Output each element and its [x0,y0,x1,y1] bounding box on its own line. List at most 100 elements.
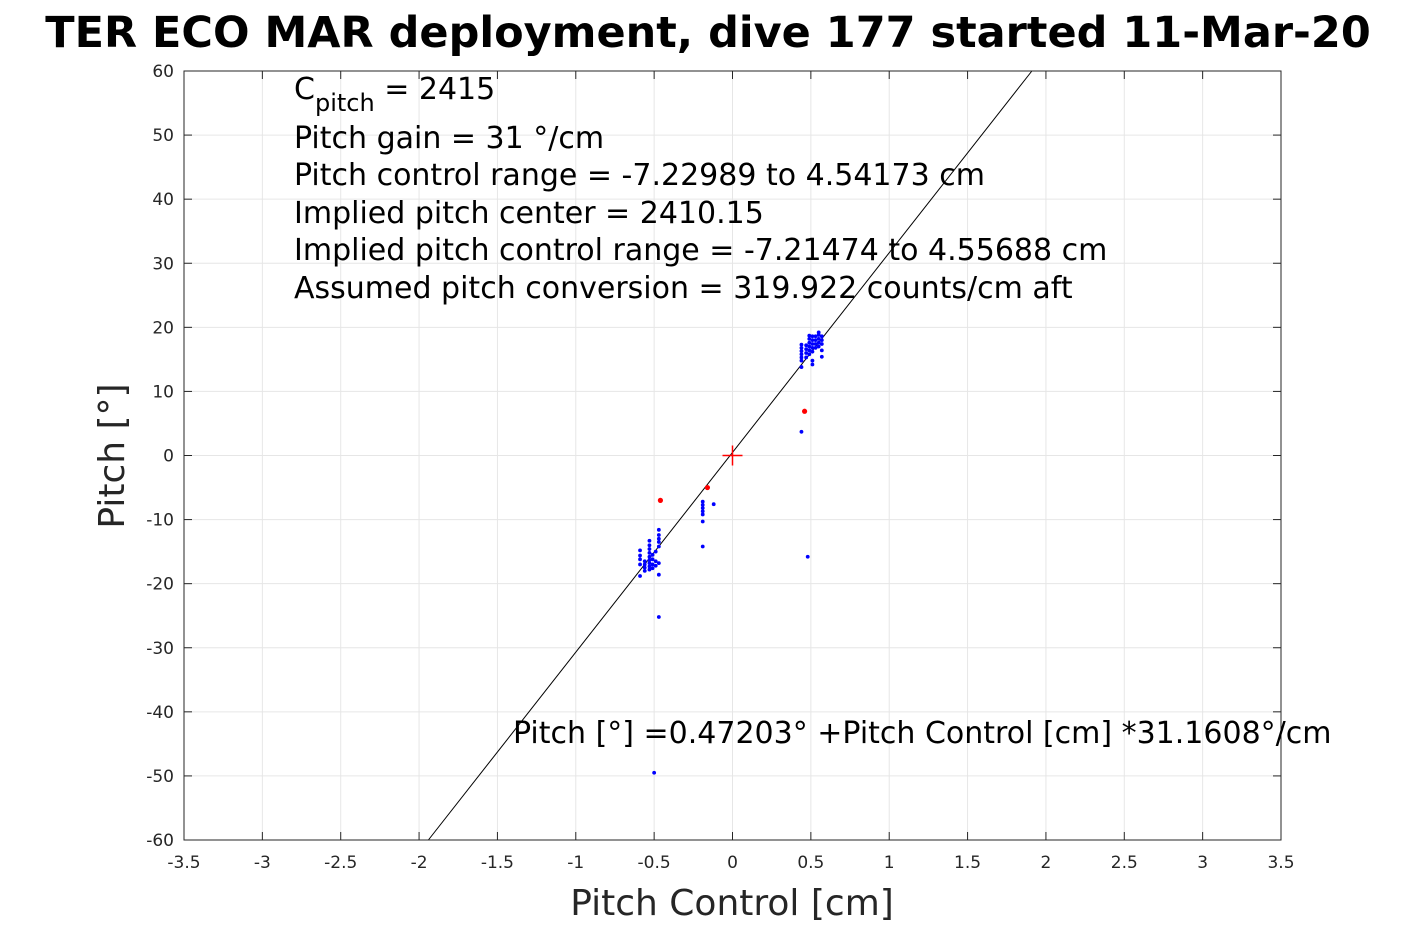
blue-data-point [819,354,824,359]
blue-data-point [653,559,658,564]
blue-data-point [656,572,661,577]
blue-data-point [810,338,815,343]
blue-data-point [813,345,818,350]
blue-data-point [807,336,812,341]
y-tick-label: 40 [152,190,174,210]
implied-pitch-center-annotation: Implied pitch center = 2410.15 [294,196,764,231]
blue-data-point [813,334,818,339]
blue-data-point [656,540,661,544]
center-marker-group [722,445,743,466]
blue-data-point [650,562,655,567]
blue-data-point [804,347,809,352]
blue-data-point [813,338,818,343]
blue-data-point [804,355,809,360]
info-annotations: Cpitch = 2415 Pitch gain = 31 °/cm Pitch… [294,72,1331,751]
data-points [638,330,824,775]
blue-data-point [647,554,652,559]
blue-data-point [819,334,824,339]
x-tick-label: -2 [411,853,428,873]
blue-data-point [647,551,652,555]
y-tick-label: -40 [146,703,174,723]
blue-data-point [810,342,815,346]
y-tick-label: 30 [152,254,174,274]
pitch-gain-annotation: Pitch gain = 31 °/cm [294,121,604,156]
blue-data-point [647,543,652,548]
blue-data-point [810,362,815,367]
pitch-conversion-annotation: Assumed pitch conversion = 319.922 count… [294,271,1073,306]
y-tick-label: -30 [146,639,174,659]
blue-data-point [656,544,661,549]
blue-data-point [638,557,642,562]
red-data-point [801,408,808,414]
blue-data-point [653,563,658,568]
blue-data-point [816,344,821,349]
blue-data-point [642,568,647,573]
x-tick-label: 1.5 [954,853,981,873]
red-data-point [657,497,664,503]
blue-data-point [799,429,804,434]
blue-data-point [807,352,812,357]
x-tick-label: 3.5 [1267,853,1294,873]
y-tick-label: -60 [146,831,174,851]
y-tick-label: 50 [152,126,174,146]
blue-data-point [653,549,658,554]
blue-data-point [650,557,655,562]
blue-data-point [656,533,661,537]
red-data-point [704,484,711,491]
blue-data-point [816,340,821,345]
blue-data-point [813,342,818,346]
y-tick-label: -10 [146,511,174,531]
blue-data-point [638,574,642,578]
blue-data-point [638,548,642,553]
blue-data-point [810,349,815,354]
y-tick-label: -50 [146,767,174,787]
blue-data-point [700,519,705,524]
x-tick-label: -3 [254,853,271,873]
blue-data-point [647,561,652,566]
x-tick-label: -1.5 [481,853,514,873]
blue-data-point [647,564,652,569]
blue-data-point [810,334,815,339]
blue-data-point [700,509,705,514]
blue-data-point [700,502,705,507]
pitch-control-range-annotation: Pitch control range = -7.22989 to 4.5417… [294,158,985,193]
blue-data-point [799,349,804,353]
blue-data-point [819,348,824,353]
blue-data-point [807,333,812,338]
axis-ticks: -3.5 -3 -2.5 -2 -1.5 -1 -0.5 0 0.5 1 1.5 2 2.5 3 3.5 60… [146,62,1294,873]
blue-data-point [804,351,809,355]
chart-title: TER ECO MAR deployment, dive 177 started… [45,8,1371,58]
blue-data-point [647,547,652,551]
blue-data-point [642,559,647,564]
y-tick-label: 10 [152,382,174,402]
y-tick-label: 60 [152,62,174,82]
blue-data-point [700,499,705,504]
blue-data-point [799,358,804,363]
blue-data-point [810,358,815,363]
blue-data-point [799,355,804,360]
cpitch-value: = 2415 [375,72,496,107]
x-tick-label: 1 [884,853,895,873]
x-tick-label: 2 [1041,853,1052,873]
x-tick-label: -1 [567,853,584,873]
blue-data-point [647,538,652,543]
y-tick-label: -20 [146,575,174,595]
implied-pitch-range-annotation: Implied pitch control range = -7.21474 t… [294,233,1107,268]
blue-data-point [647,558,652,562]
x-tick-label: 3 [1197,853,1208,873]
fit-equation-annotation: Pitch [°] =0.47203° +Pitch Control [cm] … [513,716,1331,751]
blue-data-point [805,554,810,559]
cpitch-annotation: Cpitch = 2415 [294,72,495,117]
blue-data-point [799,365,804,369]
x-tick-label: -2.5 [324,853,357,873]
blue-data-point [816,336,821,341]
blue-data-point [656,527,661,532]
blue-data-point [807,340,812,345]
blue-data-point [638,562,642,567]
blue-data-point [799,345,804,350]
blue-data-point [819,342,824,346]
blue-data-point [656,536,661,541]
blue-data-point [638,553,642,558]
